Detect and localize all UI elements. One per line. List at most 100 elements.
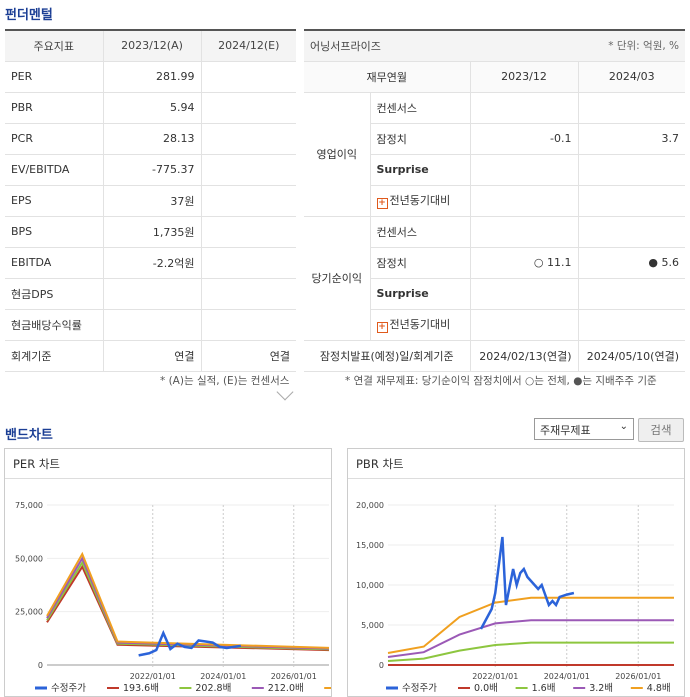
pbr-chart: 20,000 15,000 10,000 5,000 0 2022/01/01 2024/0… (356, 501, 674, 694)
fund-row-estimate: 연결 (201, 340, 296, 372)
x-tick-label: 2022/01/01 (472, 672, 518, 681)
op_rows-row-label: 컨센서스 (370, 92, 471, 124)
net_rows-row-label[interactable]: + 전년동기대비 (370, 309, 471, 341)
fund-row-label: EPS (5, 185, 104, 217)
plus-icon[interactable]: + (376, 198, 388, 209)
x-tick-label: 2022/01/01 (130, 672, 176, 681)
fund-row-actual: -2.2억원 (103, 247, 202, 279)
op_rows-row-2023-12: -0.1 (470, 123, 579, 155)
op_rows-row-label: 잠정치 (370, 123, 471, 155)
statement-select[interactable]: 주재무제표 ⌄ (534, 418, 634, 440)
fund-row-label: EV/EBITDA (5, 154, 104, 186)
net_rows-row-2024-03 (578, 216, 686, 248)
date-2023-12: 2024/02/13(연결) (470, 340, 579, 372)
fundamental-title: 펀더멘털 (5, 8, 53, 23)
fundamental-table: 주요지표 2023/12(A) 2024/12(E) PER 281.99 PBR 5… (5, 29, 296, 372)
fund-row-estimate (201, 154, 296, 186)
fund-row-label: 회계기준 (5, 340, 104, 372)
header-fiscal: 재무연월 (304, 61, 471, 93)
fund-row-actual: 37원 (103, 185, 202, 217)
fund-row-actual (103, 309, 202, 341)
net_rows-row-2023-12 (470, 216, 579, 248)
earnings-note: * 연결 재무제표: 당기순이익 잠정치에서 ○는 전체, ●는 지배주주 기준 (345, 375, 657, 387)
header-indicator: 주요지표 (5, 29, 104, 62)
y-tick-label: 10,000 (356, 581, 384, 590)
chevron-down-icon: ⌄ (619, 421, 628, 432)
net_rows-row-label: Surprise (370, 278, 471, 310)
net_rows-row-label: 잠정치 (370, 247, 471, 279)
price-line (479, 536, 575, 630)
net_rows-row-2023-12 (470, 278, 579, 310)
band-line-3 (387, 619, 674, 658)
op_rows-row-label[interactable]: + 전년동기대비 (370, 185, 471, 217)
per-chart-panel: PER 차트 75,000 50,000 25,000 0 2022/01/01 2024… (4, 448, 376, 697)
fund-row-estimate (201, 247, 296, 279)
header-2023a: 2023/12(A) (103, 29, 202, 62)
net_rows-row-2024-03 (578, 278, 686, 310)
op_rows-row-2024-03 (578, 92, 686, 124)
fund-row-actual: -775.37 (103, 154, 202, 186)
y-tick-label: 0 (38, 661, 43, 670)
op_rows-row-2024-03 (578, 154, 686, 186)
op_rows-row-2023-12 (470, 185, 579, 217)
y-tick-label: 50,000 (15, 554, 43, 563)
band-line-4 (387, 596, 674, 654)
net_rows-row-2024-03 (578, 309, 686, 341)
net_rows-row-label: 컨센서스 (370, 216, 471, 248)
net_rows-row-2024-03: ● 5.6 (578, 247, 686, 279)
legend-label: 4.8배 (647, 683, 671, 694)
y-tick-label: 75,000 (15, 501, 43, 510)
fund-row-estimate (201, 309, 296, 341)
legend-label: 1.6배 (532, 683, 556, 694)
x-tick-label: 2024/01/01 (200, 672, 246, 681)
fund-row-actual: 281.99 (103, 61, 202, 93)
net_rows-row-2023-12 (470, 309, 579, 341)
plus-icon[interactable]: + (376, 322, 388, 333)
header-2023-12: 2023/12 (470, 61, 579, 93)
fund-row-estimate (201, 278, 296, 310)
earnings-unit: * 단위: 억원, % (470, 29, 686, 62)
fund-row-estimate (201, 185, 296, 217)
search-button[interactable]: 검색 (638, 418, 684, 442)
net_rows-group-label: 당기순이익 (304, 216, 371, 341)
legend-label: 193.6배 (123, 683, 159, 694)
y-tick-label: 25,000 (15, 608, 43, 617)
band-title: 밴드차트 (5, 428, 53, 443)
per-chart-title: PER 차트 (5, 449, 331, 479)
fund-row-actual: 1,735원 (103, 216, 202, 248)
earnings-title: 어닝서프라이즈 (304, 29, 470, 62)
fund-row-estimate (201, 61, 296, 93)
band-line-2 (387, 641, 674, 662)
pbr-chart-panel: PBR 차트 20,000 15,000 10,000 5,000 0 2022/01/0… (347, 448, 685, 697)
fund-row-label: PER (5, 61, 104, 93)
fund-row-label: 현금배당수익률 (5, 309, 104, 341)
net_rows-row-2023-12: ○ 11.1 (470, 247, 579, 279)
op_rows-row-2024-03: 3.7 (578, 123, 686, 155)
fund-row-label: BPS (5, 216, 104, 248)
legend-label: 수정주가 (402, 683, 437, 694)
op_rows-row-2023-12 (470, 154, 579, 186)
x-tick-label: 2024/01/01 (544, 672, 590, 681)
earnings-table: 어닝서프라이즈 * 단위: 억원, % 재무연월 2023/12 2024/03… (304, 29, 686, 372)
y-tick-label: 15,000 (356, 541, 384, 550)
pbr-chart-title: PBR 차트 (348, 449, 684, 479)
fund-row-estimate (201, 92, 296, 124)
fund-row-actual: 28.13 (103, 123, 202, 155)
band-line-4 (46, 551, 330, 649)
x-tick-label: 2026/01/01 (615, 672, 661, 681)
fund-row-estimate (201, 216, 296, 248)
op_rows-row-2023-12 (470, 92, 579, 124)
fundamental-note: * (A)는 실적, (E)는 컨센서스 (160, 375, 290, 387)
y-tick-label: 0 (379, 661, 384, 670)
op_rows-row-label: Surprise (370, 154, 471, 186)
date-2024-03: 2024/05/10(연결) (578, 340, 686, 372)
fund-row-actual: 연결 (103, 340, 202, 372)
fund-row-actual: 5.94 (103, 92, 202, 124)
fund-row-label: PBR (5, 92, 104, 124)
op_rows-row-2024-03 (578, 185, 686, 217)
statement-select-value: 주재무제표 (540, 424, 591, 437)
fund-row-label: 현금DPS (5, 278, 104, 310)
legend-label: 0.0배 (474, 683, 498, 694)
legend-label: 3.2배 (589, 683, 613, 694)
date-label: 잠정치발표(예정)일/회계기준 (304, 340, 471, 372)
